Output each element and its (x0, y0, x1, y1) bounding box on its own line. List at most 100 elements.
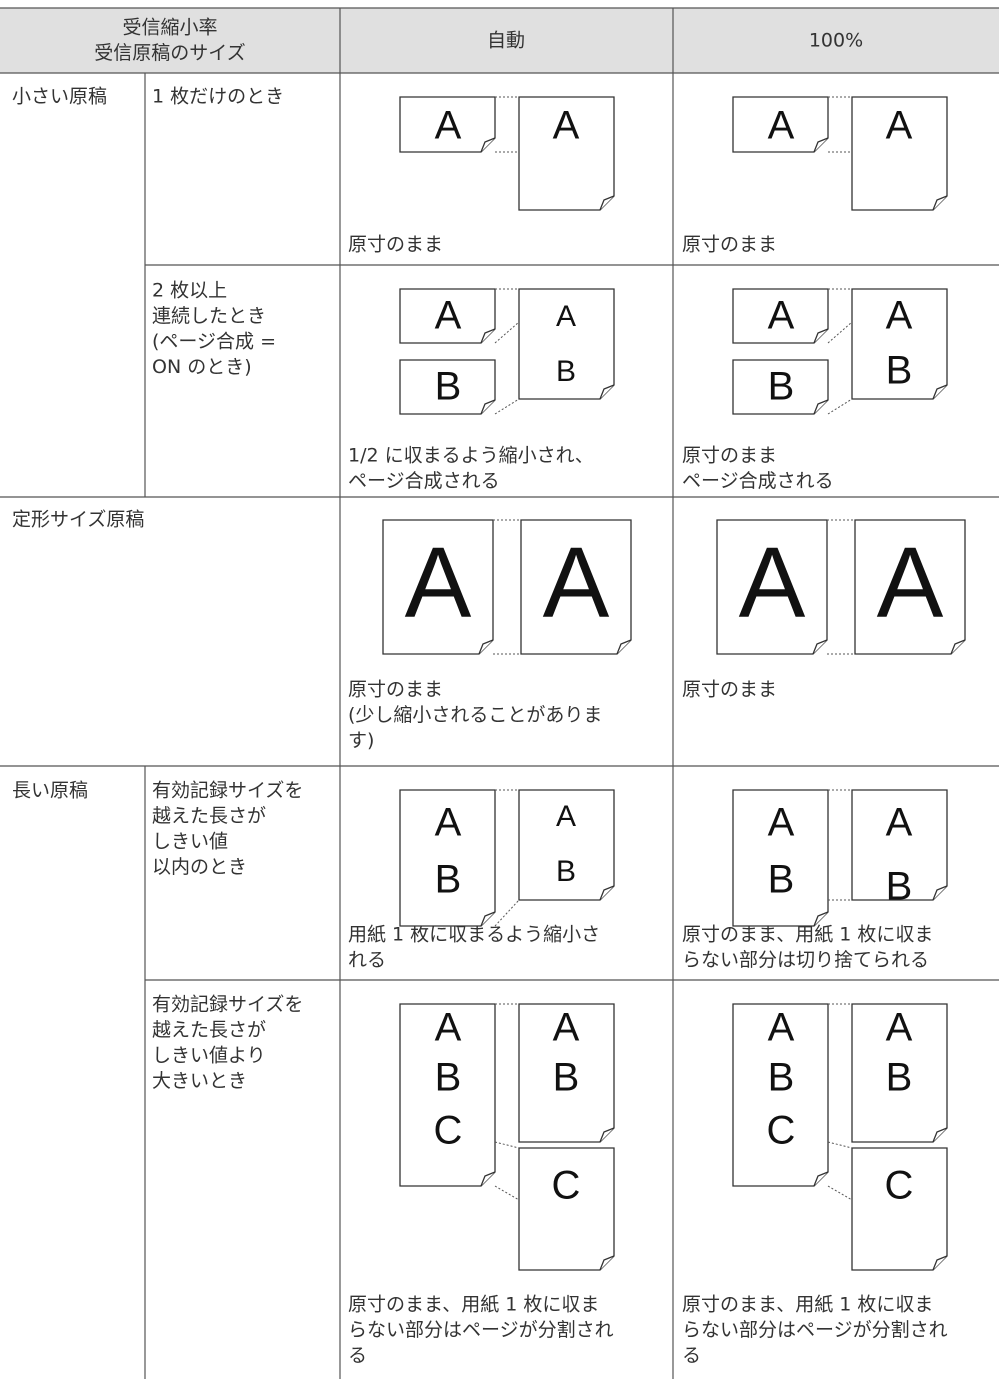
letter: A (768, 801, 795, 845)
condition: 大きいとき (152, 1070, 247, 1092)
dotted-line (827, 398, 853, 415)
note: 原寸のまま、用紙 1 枚に収ま (682, 1294, 933, 1316)
page-fold (480, 911, 496, 927)
letter: A (886, 294, 913, 338)
dotted-line (494, 321, 520, 344)
dotted-line (827, 1141, 853, 1149)
note: 原寸のまま、用紙 1 枚に収ま (348, 1294, 599, 1316)
page-fold (813, 137, 829, 153)
page-fold (812, 639, 828, 655)
page-fold (599, 195, 615, 211)
page-fold (932, 1255, 948, 1271)
letter: B (768, 1056, 795, 1100)
header-label: 受信縮小率 (122, 17, 217, 39)
dotted-line (494, 1185, 520, 1201)
page-fold (950, 639, 966, 655)
letter: A (886, 1006, 913, 1050)
dotted-line (494, 899, 520, 927)
note: れる (348, 949, 386, 971)
letter: B (435, 1056, 462, 1100)
note: 原寸のまま (682, 679, 777, 701)
note: ページ合成される (682, 470, 834, 492)
page-fold (480, 328, 496, 344)
letter: B (886, 349, 913, 393)
dotted-line (827, 1185, 853, 1201)
note: 用紙 1 枚に収まるよう縮小さ (348, 924, 600, 946)
letter: C (552, 1164, 581, 1208)
letter: B (768, 365, 795, 409)
letter: A (768, 294, 795, 338)
page-fold (813, 911, 829, 927)
letter: A (405, 526, 472, 638)
page-fold (813, 1171, 829, 1187)
note: 原寸のまま (348, 234, 443, 256)
letter: B (768, 858, 795, 902)
condition: 有効記録サイズを (152, 994, 303, 1016)
letter: B (556, 355, 576, 388)
note: す) (348, 730, 374, 752)
note: らない部分は切り捨てられる (682, 949, 929, 971)
letter: A (543, 526, 610, 638)
page-fold (932, 384, 948, 400)
letter: B (435, 365, 462, 409)
letter: A (435, 801, 462, 845)
note: ページ合成される (348, 470, 500, 492)
note: 原寸のまま (348, 679, 443, 701)
page-fold (599, 1255, 615, 1271)
condition: ON のとき) (152, 356, 252, 378)
letter: A (768, 104, 795, 148)
condition: 越えた長さが (152, 805, 266, 827)
page-fold (599, 1127, 615, 1143)
letter: A (435, 104, 462, 148)
page-fold (813, 399, 829, 415)
note: る (348, 1345, 367, 1367)
condition: しきい値より (152, 1045, 266, 1067)
page-fold (932, 885, 948, 901)
letter: A (435, 1006, 462, 1050)
note: 原寸のまま (682, 234, 777, 256)
note: (少し縮小されることがありま (348, 704, 602, 726)
dotted-line (494, 1141, 520, 1149)
condition: (ページ合成 = (152, 331, 276, 353)
category: 定形サイズ原稿 (12, 509, 144, 531)
letter: A (556, 300, 576, 333)
header-col: 自動 (487, 30, 525, 52)
dotted-line (827, 321, 853, 344)
page-fold (599, 885, 615, 901)
condition: 有効記録サイズを (152, 780, 303, 802)
condition: 越えた長さが (152, 1019, 266, 1041)
note: る (682, 1345, 701, 1367)
page-fold (480, 1171, 496, 1187)
dotted-line (494, 398, 520, 415)
letter: A (553, 104, 580, 148)
condition: 2 枚以上 (152, 280, 227, 302)
condition: 1 枚だけのとき (152, 86, 284, 108)
letter: B (553, 1056, 580, 1100)
letter: A (556, 800, 576, 833)
note: 原寸のまま (682, 445, 777, 467)
page-fold (616, 639, 632, 655)
page-fold (813, 328, 829, 344)
letter: C (885, 1164, 914, 1208)
letter: C (434, 1109, 463, 1153)
letter: B (556, 855, 576, 888)
letter: A (553, 1006, 580, 1050)
letter: A (877, 526, 944, 638)
note: 原寸のまま、用紙 1 枚に収ま (682, 924, 933, 946)
note: らない部分はページが分割され (682, 1319, 948, 1341)
note: 1/2 に収まるよう縮小され、 (348, 445, 594, 467)
category: 小さい原稿 (12, 86, 107, 108)
letter: A (886, 801, 913, 845)
letter: B (886, 865, 913, 909)
note: らない部分はページが分割され (348, 1319, 614, 1341)
category: 長い原稿 (12, 780, 88, 802)
page-fold (599, 384, 615, 400)
header-col: 100% (809, 30, 863, 52)
condition: 以内のとき (152, 856, 247, 878)
condition: 連続したとき (152, 305, 266, 327)
header-label: 受信原稿のサイズ (94, 42, 245, 64)
letter: A (768, 1006, 795, 1050)
page-fold (478, 639, 494, 655)
page-fold (480, 137, 496, 153)
